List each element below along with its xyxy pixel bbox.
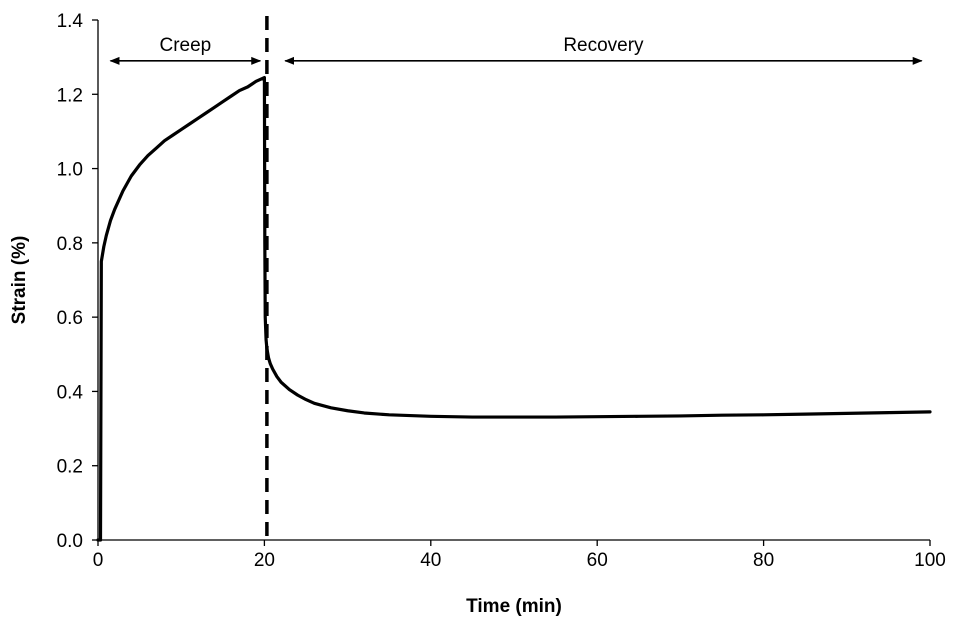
plot-area: 0.0 0.2 0.4 0.6 0.8 1.0 1.2 1.4 0 20 40 60 80 100 Cr…: [57, 11, 946, 571]
y-axis-ticks: 0.0 0.2 0.4 0.6 0.8 1.0 1.2 1.4: [57, 11, 98, 552]
annotations-group: Creep Recovery: [109, 35, 923, 65]
x-tick-label: 20: [254, 550, 275, 571]
x-tick-label: 80: [753, 550, 774, 571]
y-axis-title: Strain (%): [9, 236, 30, 325]
creep-label: Creep: [159, 35, 211, 56]
y-tick-label: 1.4: [57, 11, 84, 32]
y-tick-label: 1.0: [57, 160, 83, 181]
y-tick-label: 0.2: [57, 457, 83, 478]
series-group: [96, 75, 932, 542]
x-tick-label: 0: [93, 550, 104, 571]
y-tick-label: 0.0: [57, 531, 83, 552]
x-tick-label: 100: [914, 550, 946, 571]
recovery-label: Recovery: [563, 35, 644, 56]
strain-series-line: [96, 75, 932, 542]
y-tick-label: 1.2: [57, 85, 83, 106]
x-tick-label: 60: [587, 550, 608, 571]
y-tick-label: 0.6: [57, 308, 83, 329]
y-tick-label: 0.8: [57, 234, 83, 255]
x-axis-title: Time (min): [466, 596, 562, 617]
x-axis-ticks: 0 20 40 60 80 100: [93, 540, 946, 571]
x-tick-label: 40: [420, 550, 441, 571]
y-tick-label: 0.4: [57, 382, 84, 403]
